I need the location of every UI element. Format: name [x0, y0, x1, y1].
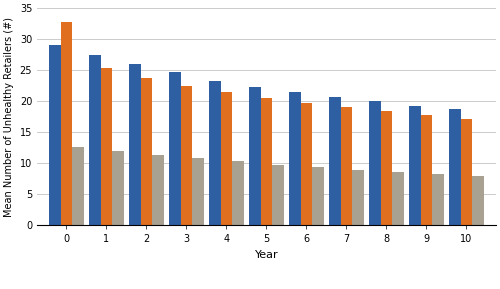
- Bar: [272, 165, 284, 225]
- Bar: [169, 72, 180, 225]
- Bar: [340, 108, 352, 225]
- Bar: [449, 109, 460, 225]
- Bar: [152, 155, 164, 225]
- Bar: [49, 45, 60, 225]
- Bar: [369, 101, 380, 225]
- Bar: [392, 172, 404, 225]
- Bar: [472, 176, 484, 225]
- Bar: [72, 147, 84, 225]
- Bar: [232, 162, 244, 225]
- Bar: [409, 105, 420, 225]
- Bar: [432, 174, 444, 225]
- Bar: [352, 170, 364, 225]
- Bar: [112, 151, 124, 225]
- Bar: [209, 81, 220, 225]
- Bar: [300, 103, 312, 225]
- Bar: [249, 87, 260, 225]
- Bar: [89, 55, 101, 225]
- Bar: [140, 78, 152, 225]
- Bar: [100, 68, 112, 225]
- Bar: [192, 158, 204, 225]
- Bar: [420, 115, 432, 225]
- Bar: [220, 92, 232, 225]
- Bar: [289, 92, 300, 225]
- Bar: [380, 111, 392, 225]
- Y-axis label: Mean Number of Unhealthy Retailers (#): Mean Number of Unhealthy Retailers (#): [4, 17, 14, 217]
- Bar: [460, 119, 472, 225]
- Bar: [129, 64, 140, 225]
- X-axis label: Year: Year: [254, 250, 278, 260]
- Bar: [329, 97, 340, 225]
- Bar: [180, 86, 192, 225]
- Bar: [60, 22, 72, 225]
- Bar: [312, 167, 324, 225]
- Bar: [260, 98, 272, 225]
